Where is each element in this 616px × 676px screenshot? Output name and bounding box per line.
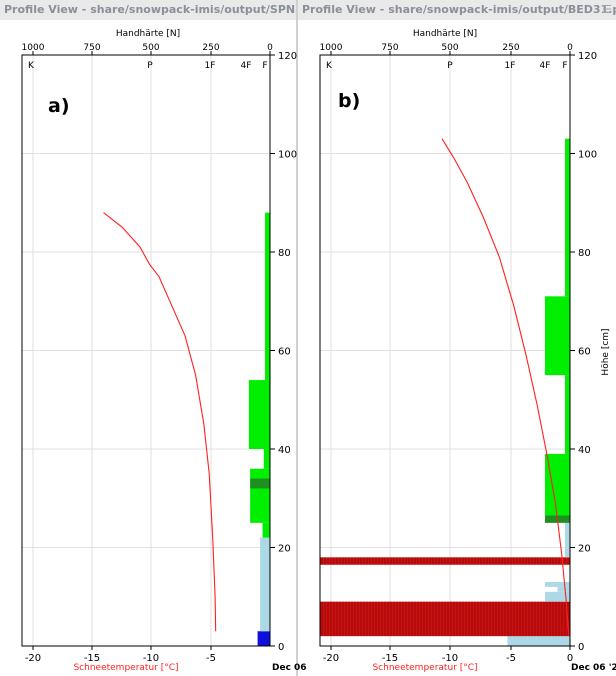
hardness-class-label: 1F [505, 61, 516, 71]
hardness-layer-light [260, 537, 270, 632]
hardness-class-label: P [147, 61, 153, 71]
hardness-class-label: 1F [205, 61, 216, 71]
time-label: Dec 06 '2 [571, 663, 616, 673]
window-title-b: Profile View - share/snowpack-imis/outpu… [298, 0, 616, 20]
y-tick-label: 0 [278, 642, 284, 653]
y-tick-label: 80 [578, 248, 591, 259]
y-tick-label: 80 [278, 248, 291, 259]
hardness-class-label: 4F [241, 61, 252, 71]
temperature-profile-line [441, 138, 570, 637]
x-tick-label: -10 [143, 653, 159, 664]
y-tick-label: 100 [578, 150, 597, 161]
hardness-layer-ice [257, 631, 270, 646]
x-axis-label: Schneetemperatur [°C] [372, 663, 477, 673]
top-tick-label: 1000 [320, 43, 343, 53]
panel-label: b) [338, 90, 360, 112]
top-tick-label: 500 [142, 43, 159, 53]
y-axis-label: Höhe [cm] [601, 328, 611, 375]
temperature-profile-line [103, 212, 217, 632]
hardness-layer-green [250, 468, 270, 523]
x-tick-label: -15 [382, 653, 398, 664]
hardness-layer-green [262, 522, 270, 538]
window-title-text: Profile View - share/snowpack-imis/outpu… [302, 3, 616, 16]
top-tick-label: 1000 [22, 43, 45, 53]
hardness-class-label: P [447, 61, 453, 71]
x-tick-label: -20 [323, 653, 339, 664]
top-tick-label: 750 [381, 43, 398, 53]
time-label: Dec 06 [272, 663, 307, 673]
y-tick-label: 60 [578, 347, 591, 358]
y-tick-label: 20 [578, 544, 591, 555]
y-tick-label: 120 [578, 51, 597, 62]
top-tick-label: 250 [502, 43, 519, 53]
hardness-layer-light [507, 636, 570, 646]
hardness-layer-green [545, 296, 570, 376]
y-tick-label: 100 [278, 150, 297, 161]
x-tick-label: 0 [567, 653, 573, 664]
x-tick-label: -20 [25, 653, 41, 664]
hardness-layer-light [565, 522, 570, 558]
y-tick-label: 120 [278, 51, 297, 62]
top-tick-label: 750 [83, 43, 100, 53]
top-axis-label: Handhärte [N] [413, 29, 477, 39]
y-tick-label: 40 [578, 445, 591, 456]
hardness-class-label: 4F [540, 61, 551, 71]
hardness-class-label: K [326, 61, 333, 71]
x-tick-label: -15 [84, 653, 100, 664]
hardness-layer-light [545, 591, 570, 602]
x-tick-label: -5 [206, 653, 216, 664]
y-tick-label: 20 [278, 544, 291, 555]
hardness-layer-green [263, 449, 270, 469]
panel-divider [296, 0, 298, 676]
panel-label: a) [48, 95, 70, 117]
menu-lines-icon[interactable]: ☰ [602, 3, 612, 16]
hardness-layer-light [557, 586, 570, 592]
top-tick-label: 0 [267, 43, 273, 53]
window-title-a: Profile View - share/snowpack-imis/outpu… [0, 0, 296, 20]
hardness-class-label: F [562, 61, 567, 71]
hardness-class-label: F [262, 61, 267, 71]
hardness-layer-green [265, 212, 270, 381]
x-tick-label: -10 [442, 653, 458, 664]
hardness-layer-green [545, 453, 570, 516]
top-tick-label: 0 [567, 43, 573, 53]
top-tick-label: 250 [202, 43, 219, 53]
hardness-class-label: K [28, 61, 35, 71]
hardness-layer-green [565, 375, 570, 454]
y-tick-label: 0 [578, 642, 584, 653]
top-axis-label: Handhärte [N] [116, 29, 180, 39]
hardness-layer-darkgreen [250, 478, 270, 489]
y-tick-label: 40 [278, 445, 291, 456]
x-tick-label: -5 [506, 653, 516, 664]
top-tick-label: 500 [441, 43, 458, 53]
hardness-layer-green [565, 138, 570, 297]
hardness-layer-green [248, 380, 270, 449]
window-title-text: Profile View - share/snowpack-imis/outpu… [4, 3, 296, 16]
x-axis-label: Schneetemperatur [°C] [73, 663, 178, 673]
y-tick-label: 60 [278, 347, 291, 358]
hardness-layer-light [545, 581, 570, 587]
